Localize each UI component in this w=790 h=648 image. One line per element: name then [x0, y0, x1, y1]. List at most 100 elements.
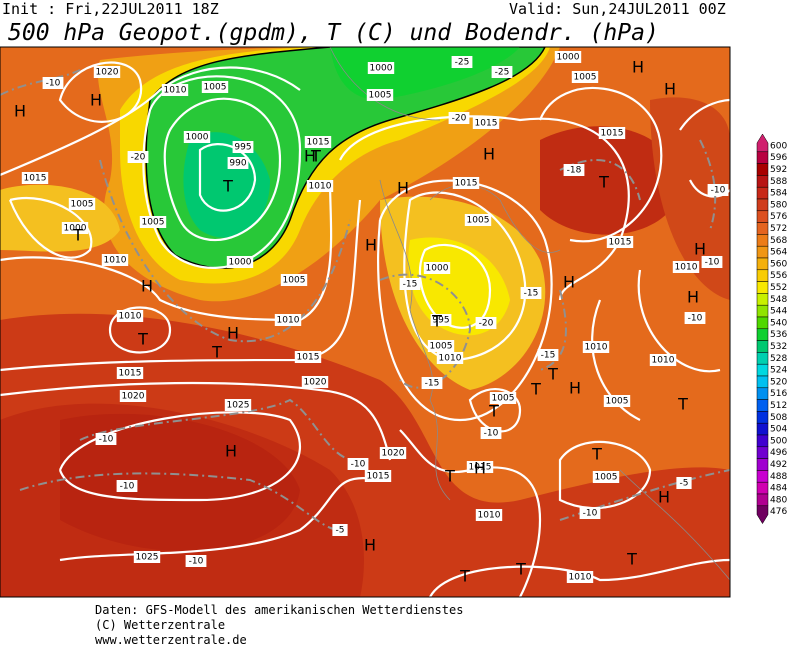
contour-label: 1005 — [606, 397, 629, 407]
colorbar-swatch — [756, 163, 769, 176]
contour-label: -20 — [479, 319, 494, 329]
pressure-center: H — [397, 179, 409, 198]
colorbar-swatch — [756, 340, 769, 353]
label-box — [480, 427, 502, 439]
label-box — [133, 551, 161, 563]
pressure-center: H — [483, 145, 495, 164]
label-box — [127, 151, 149, 163]
contour-label: 995 — [432, 316, 449, 326]
contour-label: -5 — [336, 526, 345, 536]
pressure-center: H — [658, 488, 670, 507]
label-box — [464, 214, 492, 226]
contour-label: -25 — [455, 58, 470, 68]
colorbar-swatch — [756, 198, 769, 212]
contour-label: -25 — [495, 68, 510, 78]
label-box — [201, 81, 229, 93]
label-box — [489, 392, 517, 404]
contour-label: 1000 — [370, 64, 393, 74]
pressure-center: H — [225, 442, 237, 461]
label-box — [226, 256, 254, 268]
label-box — [537, 349, 559, 361]
label-box — [95, 433, 117, 445]
map-title: 500 hPa Geopot.(gpdm), T (C) und Bodendr… — [8, 20, 659, 46]
pressure-center: T — [677, 395, 688, 414]
colorbar-swatch — [756, 352, 769, 365]
label-box — [592, 471, 620, 483]
valid-time: Valid: Sun,24JUL2011 00Z — [509, 0, 726, 18]
colorbar-swatch — [756, 446, 769, 459]
contour-label: -10 — [484, 429, 499, 439]
pressure-center: H — [664, 80, 676, 99]
contour-label: 1015 — [119, 369, 142, 379]
pressure-center: T — [530, 380, 541, 399]
colorbar-label: 512 — [770, 401, 787, 411]
colorbar-swatch — [756, 387, 769, 400]
label-box — [423, 262, 451, 274]
colorbar-swatch — [756, 316, 769, 330]
pressure-center: T — [211, 343, 222, 362]
contour-label: 1010 — [164, 86, 187, 96]
pressure-center: H — [304, 147, 316, 166]
contour-label: 1005 — [142, 218, 165, 228]
pressure-center: T — [431, 312, 442, 331]
contour-label: 1010 — [569, 573, 592, 583]
colorbar-swatch — [756, 375, 769, 389]
label-box — [185, 555, 207, 567]
colorbar-label: 564 — [770, 248, 787, 258]
colorbar-swatch — [756, 175, 769, 188]
colorbar-swatch — [756, 422, 769, 436]
colorbar-swatch — [756, 186, 769, 200]
colorbar-swatch — [756, 458, 769, 471]
label-box — [364, 470, 392, 482]
init-time: Init : Fri,22JUL2011 18Z — [2, 0, 219, 18]
label-box — [367, 62, 395, 74]
label-box — [304, 136, 332, 148]
contour-label: 1005 — [283, 276, 306, 286]
contour-label: 1010 — [277, 316, 300, 326]
pressure-center: T — [515, 560, 526, 579]
contour-label: 1015 — [307, 138, 330, 148]
label-box — [582, 341, 610, 353]
contour-label: 1020 — [304, 378, 327, 388]
label-box — [672, 261, 700, 273]
label-box — [436, 352, 464, 364]
label-box — [139, 216, 167, 228]
contour-label: -20 — [452, 114, 467, 124]
pressure-center: T — [137, 330, 148, 349]
contour-label: 1015 — [24, 174, 47, 184]
colorbar-label: 484 — [770, 484, 787, 494]
colorbar-label: 556 — [770, 271, 787, 281]
contour-label: 1010 — [585, 343, 608, 353]
pressure-center: H — [365, 236, 377, 255]
colorbar-swatch — [756, 434, 769, 448]
footer-line: www.wetterzentrale.de — [95, 633, 247, 647]
colorbar-swatch — [756, 151, 769, 164]
contour-label: -10 — [583, 509, 598, 519]
label-box — [571, 71, 599, 83]
pressure-center: H — [694, 240, 706, 259]
colorbar-label: 596 — [770, 153, 787, 163]
colorbar-swatch — [756, 281, 769, 294]
colorbar-label: 580 — [770, 200, 787, 210]
pressure-center: T — [222, 177, 233, 196]
contour-label: -10 — [99, 435, 114, 445]
label-box — [598, 127, 626, 139]
label-box — [274, 314, 302, 326]
contour-label: 1005 — [71, 200, 94, 210]
contour-label: 1000 — [557, 53, 580, 63]
contour-label: -15 — [524, 289, 539, 299]
colorbar-swatch — [756, 328, 769, 341]
pressure-center: H — [364, 536, 376, 555]
colorbar-label: 488 — [770, 472, 787, 482]
pressure-center: H — [227, 324, 239, 343]
pressure-center: T — [591, 445, 602, 464]
colorbar-label: 496 — [770, 448, 787, 458]
pressure-center: T — [444, 467, 455, 486]
contour-label: -20 — [131, 153, 146, 163]
label-box — [603, 395, 631, 407]
contour-label: -10 — [189, 557, 204, 567]
contour-label: 1000 — [229, 258, 252, 268]
label-box — [101, 254, 129, 266]
contour-label: 1005 — [467, 216, 490, 226]
